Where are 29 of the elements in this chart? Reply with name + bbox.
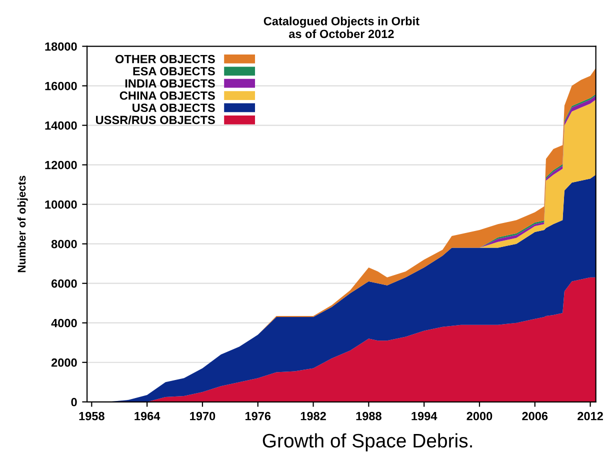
legend-label: CHINA OBJECTS bbox=[120, 91, 215, 100]
y-tick-label: 14000 bbox=[45, 121, 77, 130]
y-tick-label: 2000 bbox=[51, 358, 77, 367]
y-tick-label: 4000 bbox=[51, 318, 77, 328]
x-tick-label: 1964 bbox=[134, 412, 160, 420]
x-tick-label: 2012 bbox=[578, 412, 603, 420]
x-tick-label: 1976 bbox=[245, 412, 271, 420]
x-tick-label: 1988 bbox=[356, 412, 382, 420]
chart-title: Catalogued Objects in Orbit as of October 2012 bbox=[264, 16, 420, 38]
y-tick-label: 0 bbox=[71, 398, 77, 406]
legend-label: USSR/RUS OBJECTS bbox=[96, 115, 215, 124]
x-tick-label: 1982 bbox=[300, 412, 326, 420]
x-tick-label: 2006 bbox=[522, 412, 548, 420]
y-axis-title: Number of objects bbox=[17, 176, 28, 272]
legend-label: INDIA OBJECTS bbox=[125, 79, 215, 88]
y-tick-label: 12000 bbox=[45, 160, 77, 170]
y-tick-label: 18000 bbox=[45, 42, 77, 51]
text: Growth of Space Debris. bbox=[262, 433, 472, 452]
y-tick-label: 8000 bbox=[51, 240, 77, 248]
y-tick-label: 6000 bbox=[51, 279, 77, 288]
y-tick-label: 16000 bbox=[45, 82, 77, 90]
legend-label: USA OBJECTS bbox=[132, 104, 215, 112]
x-tick-label: 1958 bbox=[79, 412, 104, 420]
x-tick-label: 1970 bbox=[190, 412, 216, 420]
y-tick-label: 10000 bbox=[45, 200, 77, 209]
x-tick-label: 1994 bbox=[412, 412, 438, 420]
legend-label: OTHER OBJECTS bbox=[115, 54, 215, 64]
x-tick-label: 2000 bbox=[466, 412, 492, 420]
legend-label: ESA OBJECTS bbox=[133, 67, 215, 76]
